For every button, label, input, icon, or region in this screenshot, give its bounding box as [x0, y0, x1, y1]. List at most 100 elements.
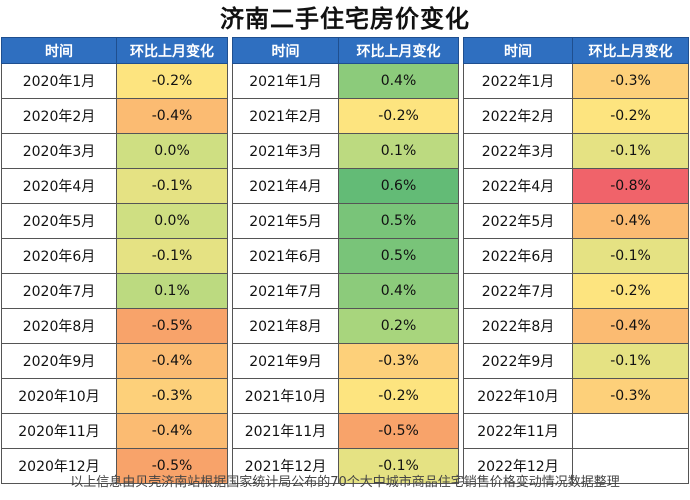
period-cell: 2021年10月	[232, 378, 339, 414]
period-cell: 2020年5月	[1, 203, 117, 239]
change-value-cell: -0.1%	[116, 238, 228, 274]
change-value-cell: -0.4%	[116, 98, 228, 134]
table-row: 2020年7月 0.1%	[1, 273, 228, 309]
header-period: 时间	[463, 37, 573, 64]
table-row: 2020年3月 0.0%	[1, 133, 228, 169]
change-value-cell: -0.8%	[572, 168, 689, 204]
table-row: 2021年1月 0.4%	[232, 63, 459, 99]
change-value-cell: -0.2%	[116, 63, 228, 99]
period-cell: 2020年2月	[1, 98, 117, 134]
change-value-cell: -0.1%	[572, 133, 689, 169]
table-panel-2021: 时间 环比上月变化 2021年1月 0.4% 2021年2月 -0.2% 2021年3月…	[232, 37, 459, 484]
period-cell: 2022年4月	[463, 168, 573, 204]
change-value-cell: -0.1%	[338, 448, 459, 484]
table-row: 2021年5月 0.5%	[232, 203, 459, 239]
period-cell: 2022年8月	[463, 308, 573, 344]
period-cell: 2020年12月	[1, 448, 117, 484]
chart-title: 济南二手住宅房价变化	[220, 5, 470, 33]
table-row: 2021年3月 0.1%	[232, 133, 459, 169]
table-row: 2021年9月 -0.3%	[232, 343, 459, 379]
table-row: 2021年4月 0.6%	[232, 168, 459, 204]
change-value-cell: -0.3%	[338, 343, 459, 379]
period-cell: 2021年11月	[232, 413, 339, 449]
table-row: 2020年5月 0.0%	[1, 203, 228, 239]
change-value-cell: 0.6%	[338, 168, 459, 204]
period-cell: 2020年3月	[1, 133, 117, 169]
change-value-cell: -0.1%	[572, 238, 689, 274]
period-cell: 2021年5月	[232, 203, 339, 239]
period-cell: 2020年1月	[1, 63, 117, 99]
period-cell: 2021年9月	[232, 343, 339, 379]
period-cell: 2021年3月	[232, 133, 339, 169]
table-row: 2021年7月 0.4%	[232, 273, 459, 309]
header-change: 环比上月变化	[116, 37, 228, 64]
table-row: 2022年3月 -0.1%	[463, 133, 689, 169]
change-value-cell: -0.4%	[116, 413, 228, 449]
table-row: 2021年6月 0.5%	[232, 238, 459, 274]
table-row: 2020年4月 -0.1%	[1, 168, 228, 204]
change-value-cell: -0.4%	[116, 343, 228, 379]
period-cell: 2021年12月	[232, 448, 339, 484]
table-row: 2021年2月 -0.2%	[232, 98, 459, 134]
table-row: 2020年8月 -0.5%	[1, 308, 228, 344]
change-value-cell: -0.4%	[572, 308, 689, 344]
table-row: 2022年1月 -0.3%	[463, 63, 689, 99]
period-cell: 2022年5月	[463, 203, 573, 239]
change-value-cell: -0.1%	[116, 168, 228, 204]
table-row: 2022年12月	[463, 448, 689, 484]
change-value-cell: 0.4%	[338, 273, 459, 309]
period-cell: 2020年11月	[1, 413, 117, 449]
change-value-cell: -0.2%	[572, 98, 689, 134]
change-value-cell: -0.2%	[338, 378, 459, 414]
change-value-cell: 0.5%	[338, 238, 459, 274]
period-cell: 2022年11月	[463, 413, 573, 449]
change-value-cell: 0.0%	[116, 133, 228, 169]
change-value-cell: -0.2%	[338, 98, 459, 134]
period-cell: 2020年8月	[1, 308, 117, 344]
change-value-cell: 0.1%	[338, 133, 459, 169]
period-cell: 2022年6月	[463, 238, 573, 274]
table-row: 2020年12月 -0.5%	[1, 448, 228, 484]
header-change: 环比上月变化	[572, 37, 689, 64]
table-row: 2021年10月 -0.2%	[232, 378, 459, 414]
table-row: 2022年6月 -0.1%	[463, 238, 689, 274]
change-value-cell: -0.5%	[116, 308, 228, 344]
period-cell: 2020年6月	[1, 238, 117, 274]
change-value-cell: -0.3%	[116, 378, 228, 414]
change-value-cell	[572, 413, 689, 449]
table-row: 2020年6月 -0.1%	[1, 238, 228, 274]
table-row: 2021年12月 -0.1%	[232, 448, 459, 484]
table-row: 2020年9月 -0.4%	[1, 343, 228, 379]
period-cell: 2022年1月	[463, 63, 573, 99]
period-cell: 2020年10月	[1, 378, 117, 414]
change-value-cell: -0.5%	[116, 448, 228, 484]
change-value-cell: 0.5%	[338, 203, 459, 239]
period-cell: 2021年1月	[232, 63, 339, 99]
table-row: 2021年11月 -0.5%	[232, 413, 459, 449]
table-row: 2021年8月 0.2%	[232, 308, 459, 344]
table-row: 2022年11月	[463, 413, 689, 449]
table-row: 2020年1月 -0.2%	[1, 63, 228, 99]
table-panel-2022: 时间 环比上月变化 2022年1月 -0.3% 2022年2月 -0.2% 2022年3…	[463, 37, 689, 484]
table-row: 2022年10月 -0.3%	[463, 378, 689, 414]
source-note: 以上信息由贝壳济南站根据国家统计局公布的70个大中城市商品住宅销售价格变动情况数…	[70, 475, 620, 490]
change-value-cell: -0.3%	[572, 63, 689, 99]
period-cell: 2022年7月	[463, 273, 573, 309]
table-row: 2020年11月 -0.4%	[1, 413, 228, 449]
change-value-cell: -0.2%	[572, 273, 689, 309]
table-panel-2020: 时间 环比上月变化 2020年1月 -0.2% 2020年2月 -0.4% 2020年3…	[1, 37, 228, 484]
table-row: 2022年7月 -0.2%	[463, 273, 689, 309]
change-value-cell	[572, 448, 689, 484]
period-cell: 2021年6月	[232, 238, 339, 274]
change-value-cell: 0.0%	[116, 203, 228, 239]
table-row: 2022年4月 -0.8%	[463, 168, 689, 204]
change-value-cell: -0.1%	[572, 343, 689, 379]
change-value-cell: 0.4%	[338, 63, 459, 99]
change-value-cell: 0.1%	[116, 273, 228, 309]
table-row: 2022年8月 -0.4%	[463, 308, 689, 344]
change-value-cell: -0.5%	[338, 413, 459, 449]
change-value-cell: -0.4%	[572, 203, 689, 239]
period-cell: 2021年4月	[232, 168, 339, 204]
period-cell: 2021年2月	[232, 98, 339, 134]
period-cell: 2022年12月	[463, 448, 573, 484]
